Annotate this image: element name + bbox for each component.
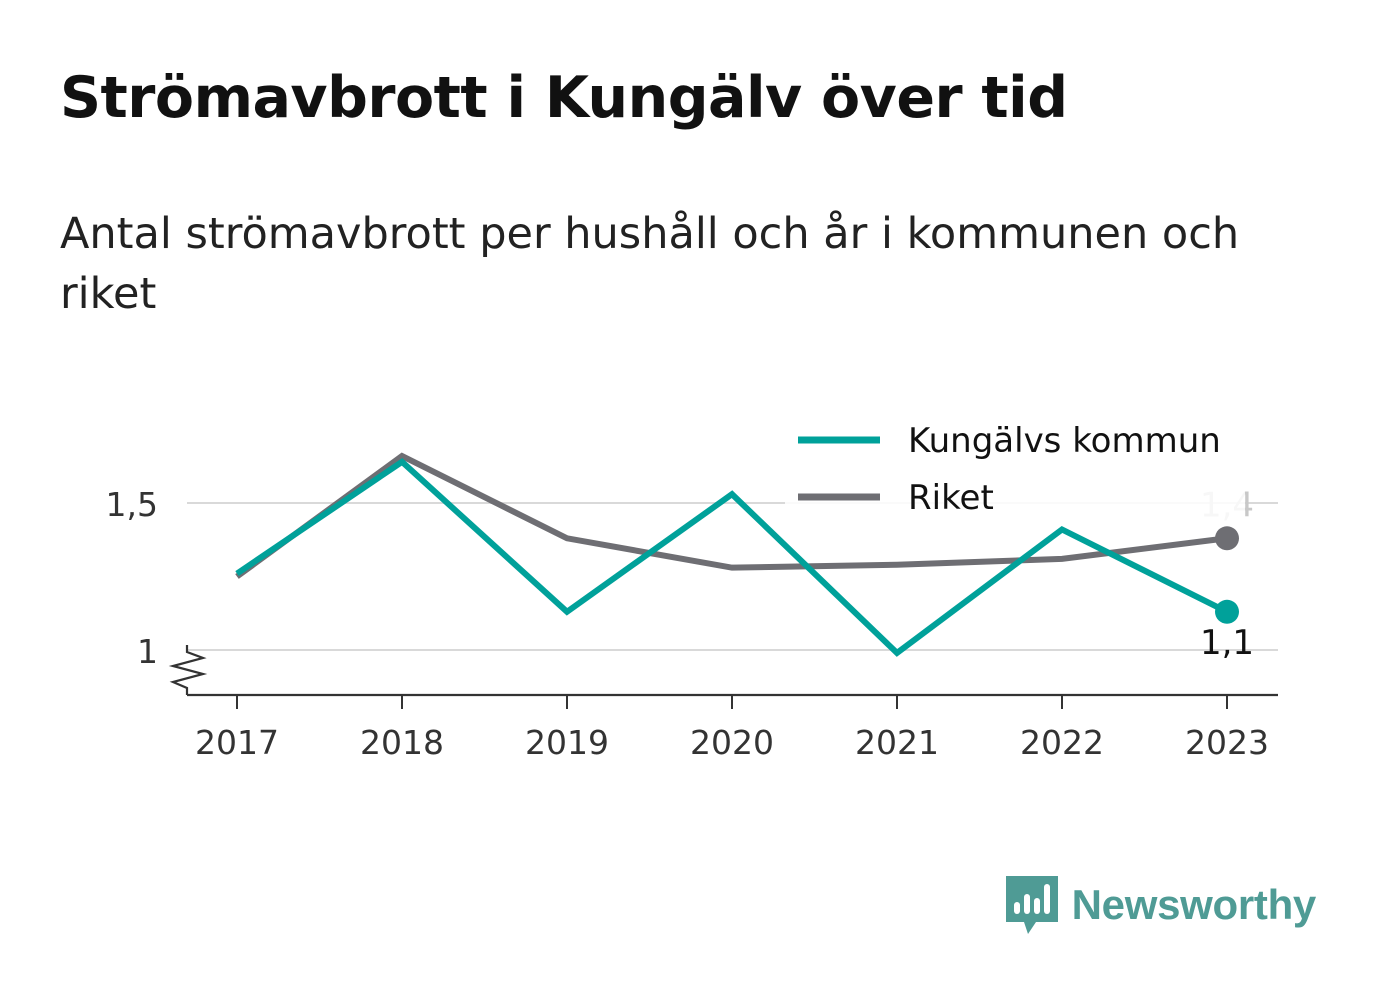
brand-name: Newsworthy: [1071, 881, 1317, 928]
x-tick-label: 2017: [195, 723, 279, 762]
series-line-kungalv: [235, 458, 1229, 657]
brand-logo: Newsworthy: [1005, 876, 1317, 934]
x-tick-label: 2021: [855, 723, 939, 762]
y-axis-ticks: 11,5: [106, 485, 158, 671]
x-tick-label: 2019: [525, 723, 609, 762]
end-label-kungalv: 1,1: [1200, 623, 1254, 663]
chart-title: Strömavbrott i Kungälv över tid: [60, 65, 1068, 131]
series-end-point: [1215, 599, 1239, 624]
x-tick-label: 2022: [1020, 723, 1104, 762]
legend-label: Riket: [908, 478, 994, 518]
y-tick-label: 1: [137, 632, 158, 671]
legend: Kungälvs kommun Riket: [785, 414, 1245, 521]
x-tick-label: 2023: [1185, 723, 1269, 762]
axis-break: [168, 645, 208, 695]
grid-lines: [187, 502, 1278, 651]
x-tick-label: 2018: [360, 723, 444, 762]
chart-subtitle: Antal strömavbrott per hushåll och år i …: [60, 209, 1240, 319]
x-tick-label: 2020: [690, 723, 774, 762]
legend-label: Kungälvs kommun: [908, 421, 1221, 461]
series-lines: [235, 452, 1239, 657]
y-tick-label: 1,5: [106, 485, 158, 524]
bar-chart-speech-bubble-icon: [1005, 876, 1058, 934]
x-axis: 2017 2018 2019 2020 2021 2022 2023: [168, 645, 1278, 762]
series-end-point: [1215, 526, 1239, 551]
series-line-riket: [235, 452, 1228, 579]
